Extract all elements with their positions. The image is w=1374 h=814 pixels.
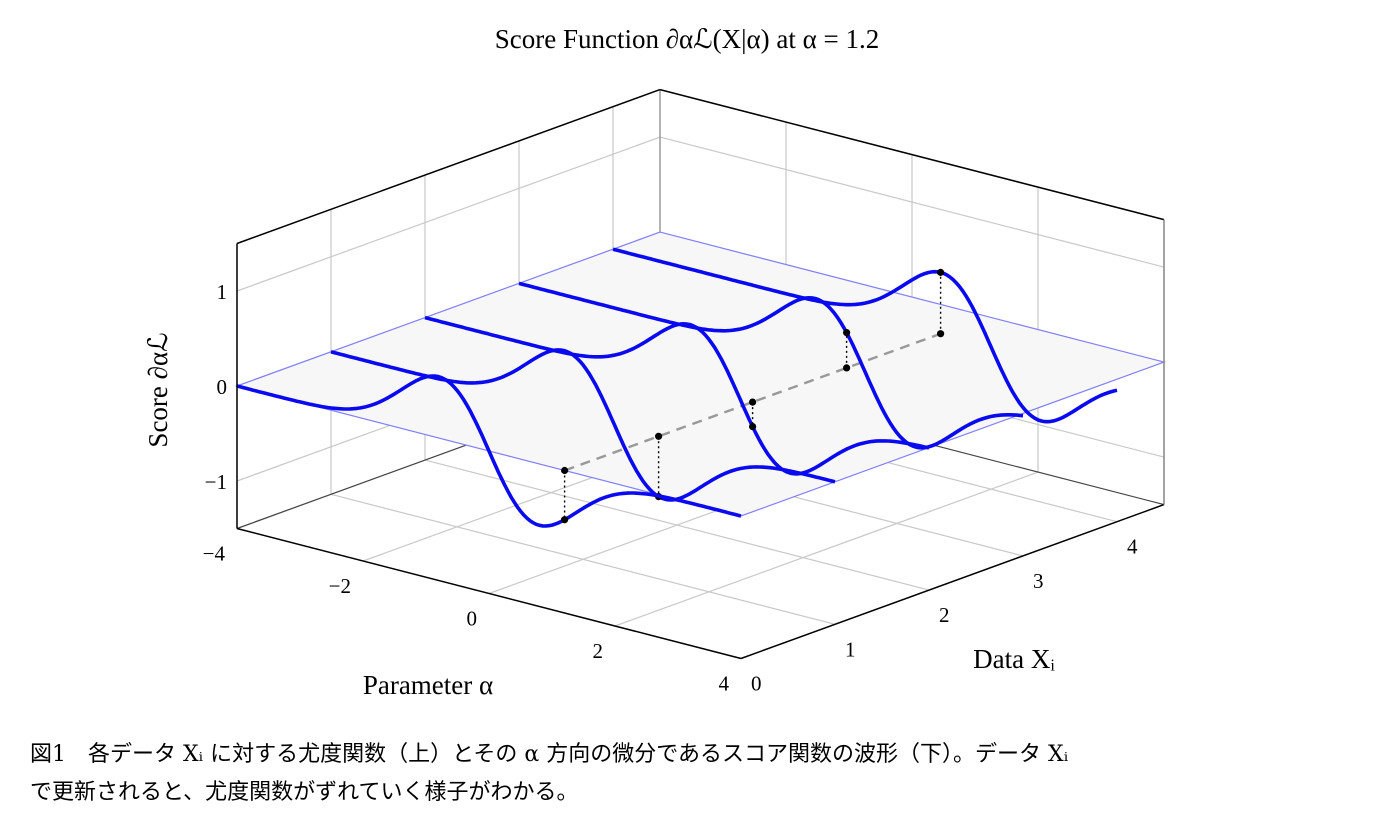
grid-line	[330, 493, 836, 625]
alpha-tick-label: 4	[719, 672, 730, 696]
data-axis-line	[740, 503, 1165, 660]
figure-caption: 図1 各データ Xᵢ に対する尤度関数（上）とその α 方向の微分であるスコア関…	[30, 736, 1350, 812]
marker-score-dot	[749, 422, 757, 431]
chart-title: Score Function ∂αℒ(X|α) at α = 1.2	[494, 24, 880, 54]
score-tick-label: −1	[205, 470, 227, 494]
box-edge	[236, 88, 661, 245]
data-tick-label: 1	[845, 637, 856, 661]
score-tick-label: 0	[217, 375, 228, 399]
caption-line-1: 図1 各データ Xᵢ に対する尤度関数（上）とその α 方向の微分であるスコア関…	[30, 742, 1069, 767]
grid-line	[236, 136, 661, 292]
alpha-tick-label: 2	[593, 639, 604, 663]
data-tick-label: 0	[751, 672, 762, 696]
alpha-tick-label: −4	[203, 542, 226, 566]
caption-line-2: で更新されると、尤度関数がずれていく様子がわかる。	[30, 780, 579, 805]
grid-line	[424, 459, 930, 591]
score-curve-x3	[518, 281, 1024, 450]
data-tick-label: 4	[1127, 535, 1138, 559]
marker-base-dot	[843, 364, 851, 372]
grid-line	[614, 471, 1039, 627]
score-curve-x1	[330, 348, 836, 502]
alpha-axis-line	[236, 527, 742, 660]
alpha-tick-label: 0	[467, 607, 478, 631]
zero-plane	[234, 231, 1167, 517]
score-tick-label: 1	[217, 280, 228, 304]
data-tick-label: 3	[1033, 569, 1044, 593]
alpha-axis-label: Parameter α	[363, 670, 493, 700]
score-curve-x4	[612, 247, 1118, 424]
score-curve-x0	[236, 374, 742, 528]
data-tick-label: 2	[939, 603, 950, 627]
marker-score-dot	[561, 516, 569, 524]
score-curve-x2	[424, 315, 930, 476]
marker-base-dot	[937, 330, 945, 338]
marker-base-dot	[655, 432, 663, 440]
marker-score-dot	[843, 328, 851, 337]
marker-score-dot	[937, 268, 945, 276]
alpha-tick-label: −2	[329, 574, 351, 598]
marker-base-dot	[749, 398, 757, 406]
marker-base-dot	[561, 466, 569, 475]
box-edge	[659, 88, 1165, 221]
score-axis-label: Score ∂αℒ	[143, 332, 173, 447]
data-axis-label: Data Xᵢ	[973, 644, 1055, 674]
